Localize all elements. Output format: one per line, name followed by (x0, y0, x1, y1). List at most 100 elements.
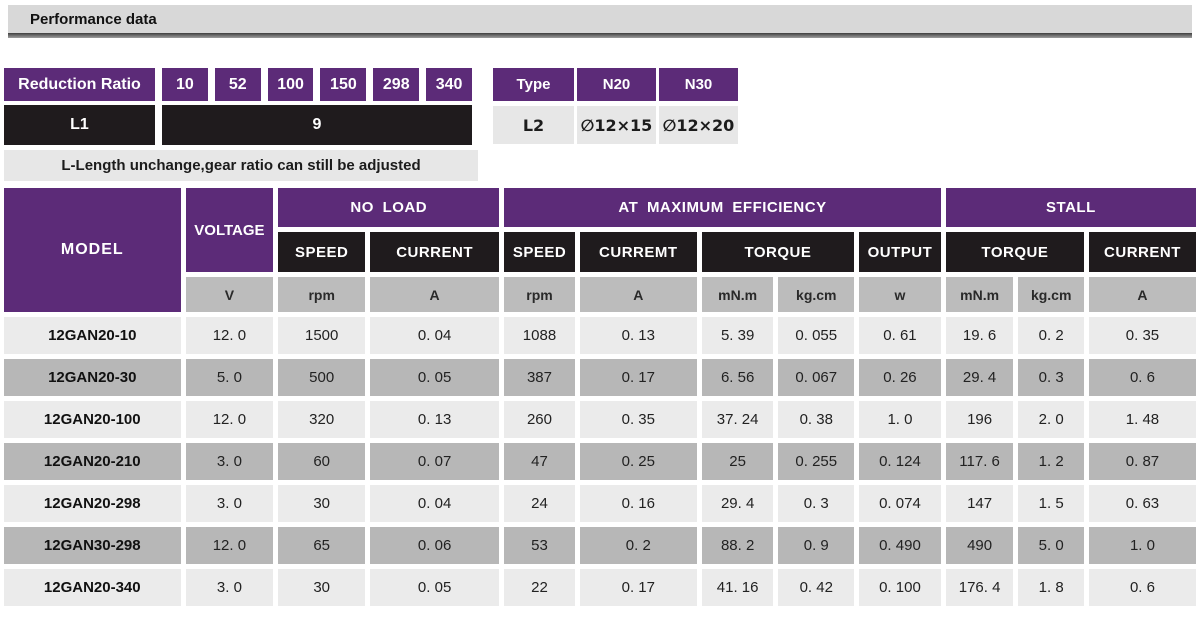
unit-mnm: mN.m (701, 277, 774, 312)
eff-torque-header: TORQUE (701, 232, 855, 272)
page-title: Performance data (30, 10, 157, 28)
unit-mnm: mN.m (945, 277, 1014, 312)
value-cell: 1. 0 (1088, 527, 1196, 564)
value-cell: 12. 0 (185, 401, 274, 438)
no-load-group-header: NO LOAD (278, 188, 500, 227)
reduction-ratio-table: Reduction Ratio 10 52 100 150 298 340 L1… (4, 68, 478, 181)
value-cell: 0. 6 (1088, 569, 1196, 606)
section-header-bar: Performance data (8, 5, 1192, 33)
stall-torque-header: TORQUE (945, 232, 1084, 272)
unit-volt: V (185, 277, 274, 312)
value-cell: 0. 13 (370, 401, 500, 438)
upper-tables: Reduction Ratio 10 52 100 150 298 340 L1… (4, 68, 1200, 181)
value-cell: 0. 255 (778, 443, 855, 480)
value-cell: 0. 17 (579, 359, 697, 396)
voltage-column-header: VOLTAGE (185, 188, 274, 272)
value-cell: 88. 2 (701, 527, 774, 564)
value-cell: 0. 35 (579, 401, 697, 438)
value-cell: 24 (504, 485, 575, 522)
type-table-header-row: Type N20 N30 (493, 68, 738, 101)
value-cell: 260 (504, 401, 575, 438)
value-cell: 0. 38 (778, 401, 855, 438)
group-header-row: MODEL VOLTAGE NO LOAD AT MAXIMUM EFFICIE… (4, 188, 1196, 312)
no-load-speed-header: SPEED (278, 232, 366, 272)
value-cell: 5. 0 (1018, 527, 1084, 564)
max-efficiency-group-header: AT MAXIMUM EFFICIENCY (504, 188, 941, 227)
reduction-ratio-label: Reduction Ratio (4, 68, 155, 101)
value-cell: 30 (278, 569, 366, 606)
model-column-header: MODEL (4, 188, 181, 312)
value-cell: 41. 16 (701, 569, 774, 606)
value-cell: 196 (945, 401, 1014, 438)
stall-group-header: STALL (945, 188, 1196, 227)
value-cell: 0. 3 (1018, 359, 1084, 396)
value-cell: 1. 5 (1018, 485, 1084, 522)
l1-label: L1 (4, 105, 155, 145)
value-cell: 65 (278, 527, 366, 564)
unit-watt: w (859, 277, 941, 312)
value-cell: 53 (504, 527, 575, 564)
l2-value-n20: ∅12×15 (577, 106, 656, 144)
value-cell: 1. 2 (1018, 443, 1084, 480)
model-cell: 12GAN20-10 (4, 317, 181, 354)
value-cell: 0. 124 (859, 443, 941, 480)
model-cell: 12GAN20-210 (4, 443, 181, 480)
type-table: Type N20 N30 L2 ∅12×15 ∅12×20 (493, 68, 738, 144)
value-cell: 1. 8 (1018, 569, 1084, 606)
table-row: 12GAN30-298 12. 0 65 0. 06 53 0. 2 88. 2… (4, 527, 1196, 564)
value-cell: 1. 48 (1088, 401, 1196, 438)
model-cell: 12GAN20-340 (4, 569, 181, 606)
value-cell: 500 (278, 359, 366, 396)
table-row: 12GAN20-210 3. 0 60 0. 07 47 0. 25 25 0.… (4, 443, 1196, 480)
value-cell: 0. 2 (579, 527, 697, 564)
value-cell: 3. 0 (185, 485, 274, 522)
value-cell: 117. 6 (945, 443, 1014, 480)
ratio-value: 52 (214, 68, 261, 101)
value-cell: 0. 07 (370, 443, 500, 480)
value-cell: 1. 0 (859, 401, 941, 438)
table-row: 12GAN20-298 3. 0 30 0. 04 24 0. 16 29. 4… (4, 485, 1196, 522)
value-cell: 12. 0 (185, 317, 274, 354)
model-cell: 12GAN20-30 (4, 359, 181, 396)
value-cell: 0. 17 (579, 569, 697, 606)
value-cell: 0. 25 (579, 443, 697, 480)
sub-header-row: SPEED CURRENT SPEED CURREMT TORQUE OUTPU… (4, 232, 1196, 272)
no-load-current-header: CURRENT (370, 232, 500, 272)
l1-value: 9 (162, 105, 472, 145)
type-header-n20: N20 (577, 68, 656, 101)
value-cell: 0. 42 (778, 569, 855, 606)
value-cell: 0. 35 (1088, 317, 1196, 354)
unit-rpm: rpm (278, 277, 366, 312)
value-cell: 25 (701, 443, 774, 480)
l1-row: L1 9 (4, 105, 472, 145)
value-cell: 176. 4 (945, 569, 1014, 606)
unit-rpm: rpm (504, 277, 575, 312)
value-cell: 490 (945, 527, 1014, 564)
type-table-value-row: L2 ∅12×15 ∅12×20 (493, 106, 738, 144)
performance-table-body: 12GAN20-10 12. 0 1500 0. 04 1088 0. 13 5… (4, 317, 1196, 606)
value-cell: 0. 13 (579, 317, 697, 354)
model-cell: 12GAN30-298 (4, 527, 181, 564)
type-header: Type (493, 68, 574, 101)
value-cell: 0. 87 (1088, 443, 1196, 480)
value-cell: 0. 2 (1018, 317, 1084, 354)
ratio-value: 10 (162, 68, 208, 101)
type-header-n30: N30 (659, 68, 738, 101)
value-cell: 0. 04 (370, 317, 500, 354)
eff-speed-header: SPEED (504, 232, 575, 272)
value-cell: 1088 (504, 317, 575, 354)
value-cell: 2. 0 (1018, 401, 1084, 438)
value-cell: 0. 100 (859, 569, 941, 606)
ratio-value: 340 (426, 68, 472, 101)
value-cell: 0. 05 (370, 359, 500, 396)
value-cell: 5. 39 (701, 317, 774, 354)
table-row: 12GAN20-30 5. 0 500 0. 05 387 0. 17 6. 5… (4, 359, 1196, 396)
eff-output-header: OUTPUT (859, 232, 941, 272)
l2-label: L2 (493, 106, 574, 144)
value-cell: 0. 06 (370, 527, 500, 564)
section-header-rule (8, 33, 1192, 38)
value-cell: 1500 (278, 317, 366, 354)
ratio-value: 150 (320, 68, 367, 101)
value-cell: 0. 6 (1088, 359, 1196, 396)
table-row: 12GAN20-340 3. 0 30 0. 05 22 0. 17 41. 1… (4, 569, 1196, 606)
